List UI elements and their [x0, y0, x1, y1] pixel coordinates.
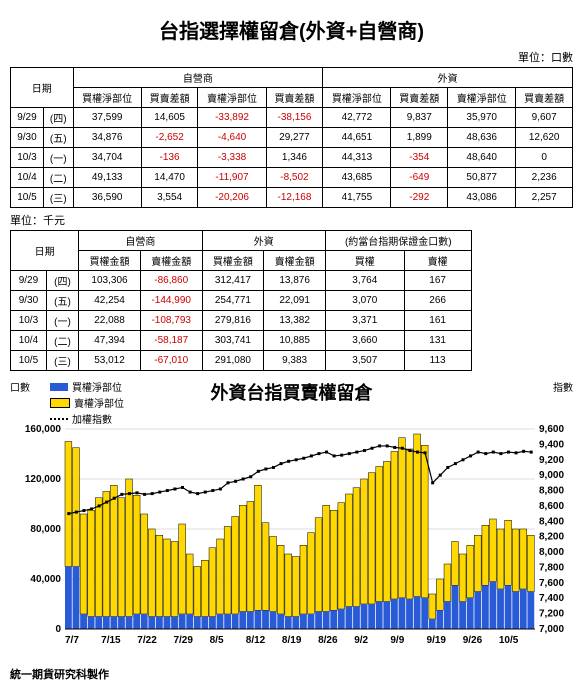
footer-text: 統一期貨研究科製作: [10, 666, 573, 682]
table-1: 日期 自營商 外資 買權淨部位買賣差額賣權淨部位買賣差額買權淨部位買賣差額賣權淨…: [10, 67, 573, 208]
th-col: 買權淨部位: [323, 88, 391, 108]
th-date2: 日期: [11, 231, 79, 271]
svg-text:7,600: 7,600: [539, 578, 564, 589]
table-row: 9/30(五)42,254-144,990254,77122,0913,0702…: [11, 291, 472, 311]
svg-text:7,000: 7,000: [539, 624, 564, 635]
table-row: 10/5(三)53,012-67,010291,0809,3833,507113: [11, 351, 472, 371]
table-row: 10/5(三)36,5903,554-20,206-12,16841,755-2…: [11, 188, 573, 208]
table-row: 10/4(二)49,13314,470-11,907-8,50243,685-6…: [11, 168, 573, 188]
th-col: 買權金額: [79, 251, 141, 271]
chart-container: 口數 指數 買權淨部位賣權淨部位加權指數 外資台指買賣權留倉 040,00080…: [10, 379, 573, 662]
svg-text:8,800: 8,800: [539, 486, 564, 497]
table-row: 10/3(一)22,088-108,793279,81613,3823,3711…: [11, 311, 472, 331]
svg-text:7/7: 7/7: [65, 635, 79, 646]
svg-text:7/29: 7/29: [173, 635, 193, 646]
svg-text:9/2: 9/2: [354, 635, 368, 646]
th-col: 賣權: [404, 251, 471, 271]
chart-title: 外資台指買賣權留倉: [10, 379, 573, 405]
svg-text:7/22: 7/22: [137, 635, 157, 646]
th-col: 賣權金額: [140, 251, 202, 271]
th-col: 賣權淨部位: [448, 88, 516, 108]
table-row: 10/3(一)34,704-136-3,3381,34644,313-35448…: [11, 148, 573, 168]
svg-text:9/26: 9/26: [463, 635, 483, 646]
svg-text:8/5: 8/5: [210, 635, 224, 646]
svg-text:9,200: 9,200: [539, 455, 564, 466]
svg-text:8/26: 8/26: [318, 635, 338, 646]
svg-text:40,000: 40,000: [30, 574, 61, 585]
th-col: 賣權金額: [264, 251, 326, 271]
th2-group2: 外資: [202, 231, 325, 251]
th-group2: 外資: [323, 68, 573, 88]
table-row: 9/29(四)37,59914,605-33,892-38,15642,7729…: [11, 108, 573, 128]
th-col: 買賣差額: [141, 88, 198, 108]
table-row: 9/29(四)103,306-86,860312,41713,8763,7641…: [11, 271, 472, 291]
th-col: 買賣差額: [391, 88, 448, 108]
table-row: 10/4(二)47,394-58,187303,74110,8853,66013…: [11, 331, 472, 351]
svg-text:9,400: 9,400: [539, 439, 564, 450]
svg-text:120,000: 120,000: [25, 474, 62, 485]
table-2: 日期 自營商 外資 (約當台指期保證金口數) 買權金額賣權金額買權金額賣權金額買…: [10, 230, 472, 371]
svg-text:7,400: 7,400: [539, 593, 564, 604]
svg-text:8,600: 8,600: [539, 501, 564, 512]
svg-text:9/19: 9/19: [427, 635, 447, 646]
unit-label-1: 單位：口數: [10, 49, 573, 65]
svg-text:9,600: 9,600: [539, 424, 564, 435]
svg-text:8,000: 8,000: [539, 547, 564, 558]
svg-text:7,200: 7,200: [539, 609, 564, 620]
svg-text:9/9: 9/9: [390, 635, 404, 646]
svg-text:7,800: 7,800: [539, 562, 564, 573]
th2-group1: 自營商: [79, 231, 202, 251]
th-date: 日期: [11, 68, 74, 108]
th-col: 買賣差額: [266, 88, 323, 108]
svg-text:7/15: 7/15: [101, 635, 121, 646]
svg-text:80,000: 80,000: [30, 524, 61, 535]
table-row: 9/30(五)34,876-2,652-4,64029,27744,6511,8…: [11, 128, 573, 148]
th-col: 賣權淨部位: [198, 88, 266, 108]
svg-text:8/19: 8/19: [282, 635, 302, 646]
svg-text:8,200: 8,200: [539, 532, 564, 543]
page-title: 台指選擇權留倉(外資+自營商): [10, 15, 573, 44]
svg-text:8/12: 8/12: [246, 635, 266, 646]
th-col: 買權: [325, 251, 404, 271]
th-col: 買賣差額: [516, 88, 573, 108]
svg-text:9,000: 9,000: [539, 470, 564, 481]
th-group1: 自營商: [73, 68, 323, 88]
th-col: 買權金額: [202, 251, 264, 271]
unit-label-2: 單位：千元: [10, 212, 573, 228]
svg-text:0: 0: [55, 624, 61, 635]
svg-text:8,400: 8,400: [539, 516, 564, 527]
svg-text:10/5: 10/5: [499, 635, 519, 646]
th2-note: (約當台指期保證金口數): [325, 231, 471, 251]
th-col: 買權淨部位: [73, 88, 141, 108]
